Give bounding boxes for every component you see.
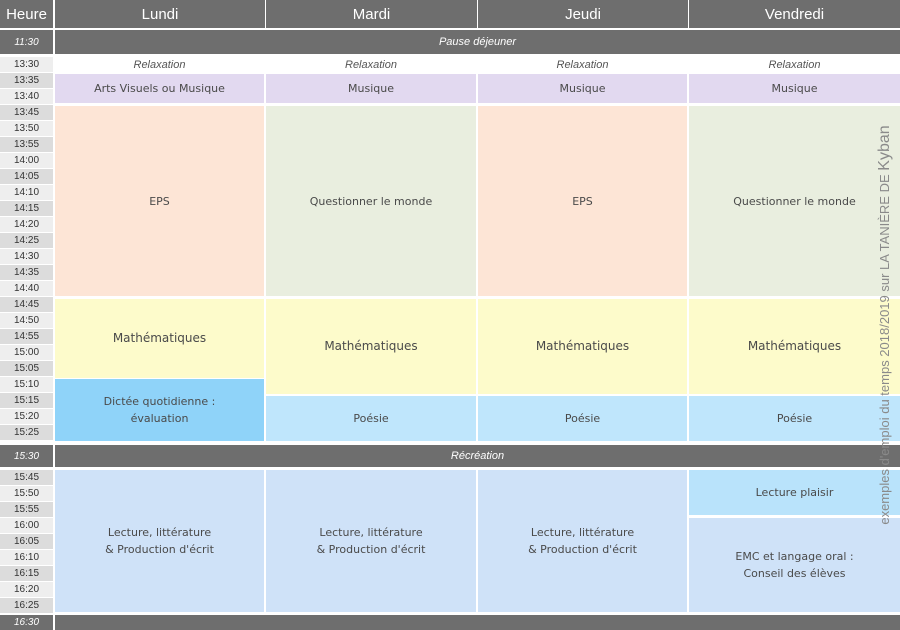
time-slot: 15:55 [0, 502, 53, 517]
time-slot: 13:35 [0, 73, 53, 88]
band-recreation: Récréation [55, 445, 900, 467]
time-slot: 14:55 [0, 329, 53, 344]
vendredi-emc: EMC et langage oral : Conseil des élèves [689, 518, 900, 612]
time-slot: 15:10 [0, 377, 53, 392]
time-slot: 14:25 [0, 233, 53, 248]
mardi-mathematiques: Mathématiques [266, 299, 476, 394]
time-slot: 16:15 [0, 566, 53, 581]
lundi-mathematiques: Mathématiques [55, 299, 264, 378]
lundi-dictee: Dictée quotidienne : évaluation [55, 379, 264, 441]
band-end [55, 615, 900, 630]
watermark: exemples d'emploi du temps 2018/2019 sur… [876, 125, 894, 524]
time-slot: 16:05 [0, 534, 53, 549]
mardi-relaxation: Relaxation [266, 57, 476, 73]
vendredi-poesie: Poésie [689, 396, 900, 441]
mardi-lecture: Lecture, littérature & Production d'écri… [266, 470, 476, 612]
vendredi-lecture-plaisir: Lecture plaisir [689, 470, 900, 515]
time-slot: 13:30 [0, 57, 53, 72]
time-slot: 16:30 [0, 615, 53, 630]
time-slot: 15:50 [0, 486, 53, 501]
vendredi-questionner-le-monde: Questionner le monde [689, 106, 900, 296]
time-slot: 13:45 [0, 105, 53, 120]
time-slot: 15:45 [0, 470, 53, 485]
jeudi-musique: Musique [478, 74, 687, 103]
jeudi-poesie: Poésie [478, 396, 687, 441]
time-slot: 14:05 [0, 169, 53, 184]
time-slot: 14:35 [0, 265, 53, 280]
time-slot: 15:00 [0, 345, 53, 360]
time-slot: 15:15 [0, 393, 53, 408]
time-slot: 16:20 [0, 582, 53, 597]
jeudi-mathematiques: Mathématiques [478, 299, 687, 394]
watermark-brand: Kyban [876, 125, 893, 171]
time-slot: 14:45 [0, 297, 53, 312]
mardi-musique: Musique [266, 74, 476, 103]
vendredi-mathematiques: Mathématiques [689, 299, 900, 394]
time-slot: 15:30 [0, 445, 53, 467]
time-slot: 13:50 [0, 121, 53, 136]
time-slot: 11:30 [0, 30, 53, 54]
jeudi-relaxation: Relaxation [478, 57, 687, 73]
jeudi-lecture: Lecture, littérature & Production d'écri… [478, 470, 687, 612]
header-day-lundi: Lundi [55, 0, 265, 28]
header-day-mardi: Mardi [266, 0, 477, 28]
time-slot: 16:25 [0, 598, 53, 613]
watermark-text: exemples d'emploi du temps 2018/2019 sur… [877, 170, 892, 525]
lundi-lecture: Lecture, littérature & Production d'écri… [55, 470, 264, 612]
vendredi-musique: Musique [689, 74, 900, 103]
band-pause-dejeuner: Pause déjeuner [55, 30, 900, 54]
time-slot: 16:00 [0, 518, 53, 533]
header-day-jeudi: Jeudi [478, 0, 688, 28]
jeudi-eps: EPS [478, 106, 687, 296]
time-slot: 13:55 [0, 137, 53, 152]
mardi-questionner-le-monde: Questionner le monde [266, 106, 476, 296]
header-heure: Heure [0, 0, 53, 28]
time-slot: 15:20 [0, 409, 53, 424]
time-slot: 14:40 [0, 281, 53, 296]
lundi-relaxation: Relaxation [55, 57, 264, 73]
time-slot: 15:25 [0, 425, 53, 440]
time-slot: 14:30 [0, 249, 53, 264]
time-slot: 14:10 [0, 185, 53, 200]
time-slot: 16:10 [0, 550, 53, 565]
time-slot: 14:20 [0, 217, 53, 232]
time-slot: 15:05 [0, 361, 53, 376]
time-slot: 14:00 [0, 153, 53, 168]
vendredi-relaxation: Relaxation [689, 57, 900, 73]
mardi-poesie: Poésie [266, 396, 476, 441]
time-slot: 13:40 [0, 89, 53, 104]
time-slot: 14:15 [0, 201, 53, 216]
time-slot: 14:50 [0, 313, 53, 328]
header-day-vendredi: Vendredi [689, 0, 900, 28]
lundi-eps: EPS [55, 106, 264, 296]
lundi-arts-visuels: Arts Visuels ou Musique [55, 74, 264, 103]
